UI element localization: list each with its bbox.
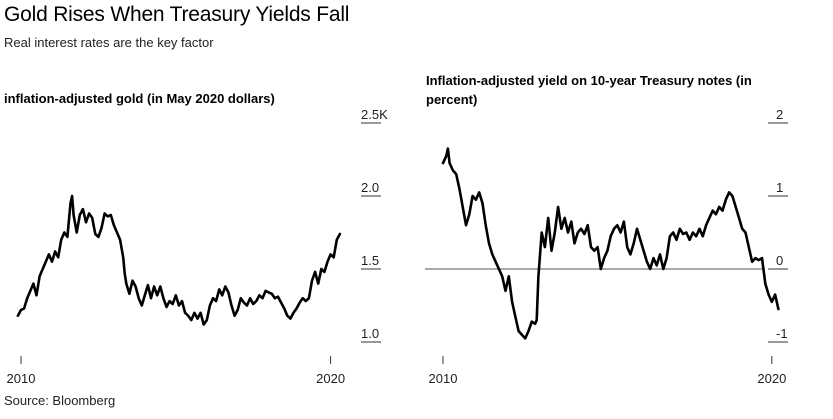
gold-y-tick-label-1: 1.5 [361,253,379,268]
yield-series-line-0 [441,147,780,340]
yield-x-tick-label-0: 2010 [429,371,458,386]
gold-x-tick-label-0: 2010 [7,371,36,386]
gold-y-tick-label-0: 1.0 [361,326,379,341]
gold-series-line-0 [16,194,342,326]
yield-y-tick-label-3: 2 [776,107,783,122]
gold-chart: 1.0 1.5 2.0 2.5K 2010 2020 [7,107,389,386]
yield-x-tick-label-1: 2020 [757,371,786,386]
gold-chart-title: inflation-adjusted gold (in May 2020 dol… [4,91,275,106]
yield-chart: -1 0 1 2 2010 2020 [425,107,788,386]
gold-y-tick-label-3: 2.5K [361,107,388,122]
yield-y-tick-label-1: 0 [776,253,783,268]
source-note: Source: Bloomberg [4,393,116,408]
gold-y-tick-label-2: 2.0 [361,180,379,195]
yield-chart-title: Inflation-adjusted yield on 10-year Trea… [426,73,752,107]
yield-y-tick-label-0: -1 [776,326,788,341]
page-title: Gold Rises When Treasury Yields Fall [4,3,350,26]
gold-x-tick-label-1: 2020 [316,371,345,386]
yield-y-tick-label-2: 1 [776,180,783,195]
page-subtitle: Real interest rates are the key factor [4,35,214,50]
